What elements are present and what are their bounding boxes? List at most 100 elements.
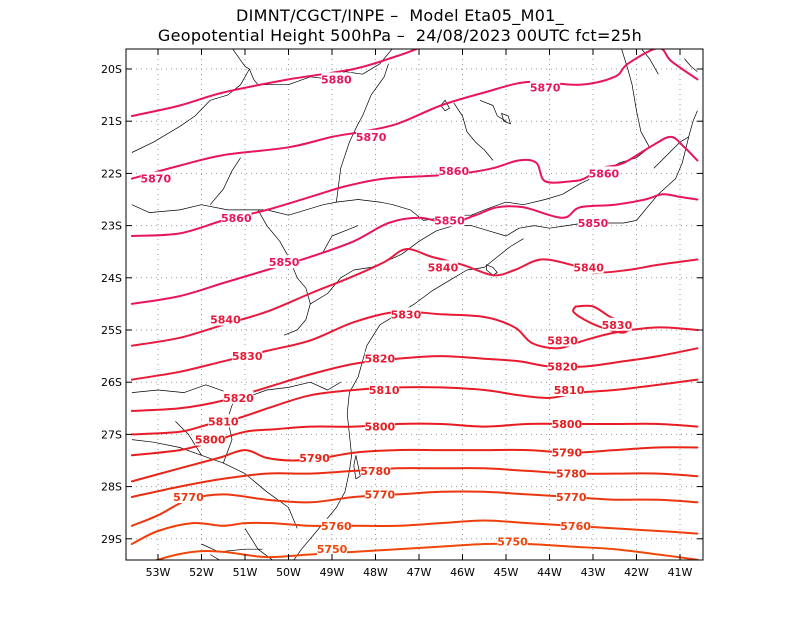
contour-label-bg (578, 215, 608, 229)
contour-5760 (130, 519, 699, 545)
contour-label: 5830 (547, 334, 578, 347)
lon-tick-label: 53W (146, 566, 171, 579)
contour-label: 5870 (356, 131, 387, 144)
island-outline (440, 99, 450, 112)
contour-label: 5870 (530, 81, 561, 94)
contour-label-bg (195, 432, 226, 446)
contour-label: 5790 (552, 447, 583, 460)
lon-tick-label: 51W (233, 566, 258, 579)
lon-tick-label: 43W (581, 566, 606, 579)
contour-label-bg (269, 255, 300, 269)
coastline-segment (222, 392, 237, 464)
contour-5770 (130, 490, 699, 527)
lat-tick-label: 29S (101, 533, 122, 546)
contour-label: 5760 (560, 520, 591, 533)
contour-label: 5770 (173, 491, 204, 504)
contour-5870 (130, 49, 699, 180)
lat-tick-label: 20S (101, 63, 122, 76)
contour-label-bg (299, 450, 330, 464)
contour-5880 (130, 49, 420, 117)
contour-label: 5840 (210, 314, 241, 327)
contour-label-bg (364, 419, 395, 433)
lon-tick-label: 42W (624, 566, 649, 579)
coastline-segment (131, 147, 650, 221)
lon-tick-label: 47W (407, 566, 432, 579)
contour-label: 5800 (365, 421, 396, 434)
contour-label-bg (573, 260, 604, 274)
contour-label: 5750 (317, 543, 348, 556)
coastline-segment (653, 136, 689, 169)
contour-5820 (130, 347, 699, 412)
coastline-segment (453, 102, 494, 161)
contour-label: 5760 (321, 520, 352, 533)
contour-label: 5820 (223, 392, 254, 405)
contour-label-bg (321, 518, 352, 532)
lat-tick-label: 25S (101, 324, 122, 337)
contour-label: 5790 (299, 452, 330, 465)
map-title-line-2: Geopotential Height 500hPa – 24/08/2023 … (157, 26, 643, 45)
contour-label-bg (390, 307, 421, 321)
contour-label: 5770 (556, 491, 587, 504)
contour-label: 5860 (589, 167, 620, 180)
lat-tick-label: 24S (101, 272, 122, 285)
lat-tick-label: 26S (101, 376, 122, 389)
contour-label-bg (427, 260, 458, 274)
lon-tick-label: 52W (189, 566, 214, 579)
contour-label: 5870 (141, 173, 172, 186)
contour-label: 5810 (208, 415, 239, 428)
lon-tick-label: 44W (537, 566, 562, 579)
contour-label-bg (551, 416, 582, 430)
contour-label-bg (530, 80, 561, 94)
contour-label-bg (321, 72, 352, 86)
coastline-segment (201, 543, 263, 553)
contour-label: 5840 (428, 261, 459, 274)
contour-label-bg (223, 390, 254, 404)
contour-label: 5850 (578, 217, 609, 230)
coastline-segment (336, 63, 389, 203)
coastline-segment (257, 209, 311, 336)
contour-label: 5750 (497, 535, 528, 548)
lat-tick-label: 27S (101, 428, 122, 441)
contour-label: 5810 (369, 384, 400, 397)
contour-label: 5830 (391, 308, 422, 321)
coastline-segment (684, 58, 698, 72)
contour-5730 (397, 583, 658, 591)
island-outline (486, 264, 498, 276)
contour-label: 5810 (554, 384, 585, 397)
contour-label: 5860 (438, 165, 469, 178)
lon-tick-label: 45W (494, 566, 519, 579)
contour-label-bg (434, 213, 465, 227)
contour-label-bg (554, 383, 585, 397)
contour-label: 5820 (547, 361, 578, 374)
coastline-segment (322, 225, 359, 252)
coastline-segment (244, 528, 274, 560)
contour-label-bg (438, 163, 469, 177)
contour-label-bg (556, 466, 587, 480)
contour-label: 5800 (195, 434, 226, 447)
coastline-segment (479, 99, 507, 122)
contour-label: 5830 (602, 319, 633, 332)
contour-label-bg (360, 463, 391, 477)
contour-label: 5820 (365, 353, 396, 366)
lat-tick-label: 23S (101, 220, 122, 233)
contour-label-bg (547, 359, 578, 373)
contour-label-bg (497, 534, 528, 548)
island-outline (353, 455, 361, 480)
contour-label: 5850 (269, 256, 300, 269)
coastline-segment (293, 324, 381, 560)
coastline-segment (232, 49, 393, 86)
lat-tick-label: 28S (101, 481, 122, 494)
island-outline (501, 112, 511, 125)
contour-label-bg (173, 490, 204, 504)
contour-label: 5840 (573, 261, 604, 274)
lon-tick-label: 50W (276, 566, 301, 579)
contour-label-bg (601, 317, 632, 331)
contour-label-bg (364, 487, 395, 501)
contour-label-bg (140, 171, 171, 185)
contour-label: 5860 (221, 212, 252, 225)
axis-ticks: 53W 52W 51W 50W 49W 48W 47W 46W 45W 44W 43W 42W 41W 2… (101, 49, 703, 579)
contour-label: 5830 (232, 350, 263, 363)
lat-tick-label: 22S (101, 167, 122, 180)
contour-5740 (189, 565, 698, 581)
contour-label: 5850 (434, 214, 465, 227)
